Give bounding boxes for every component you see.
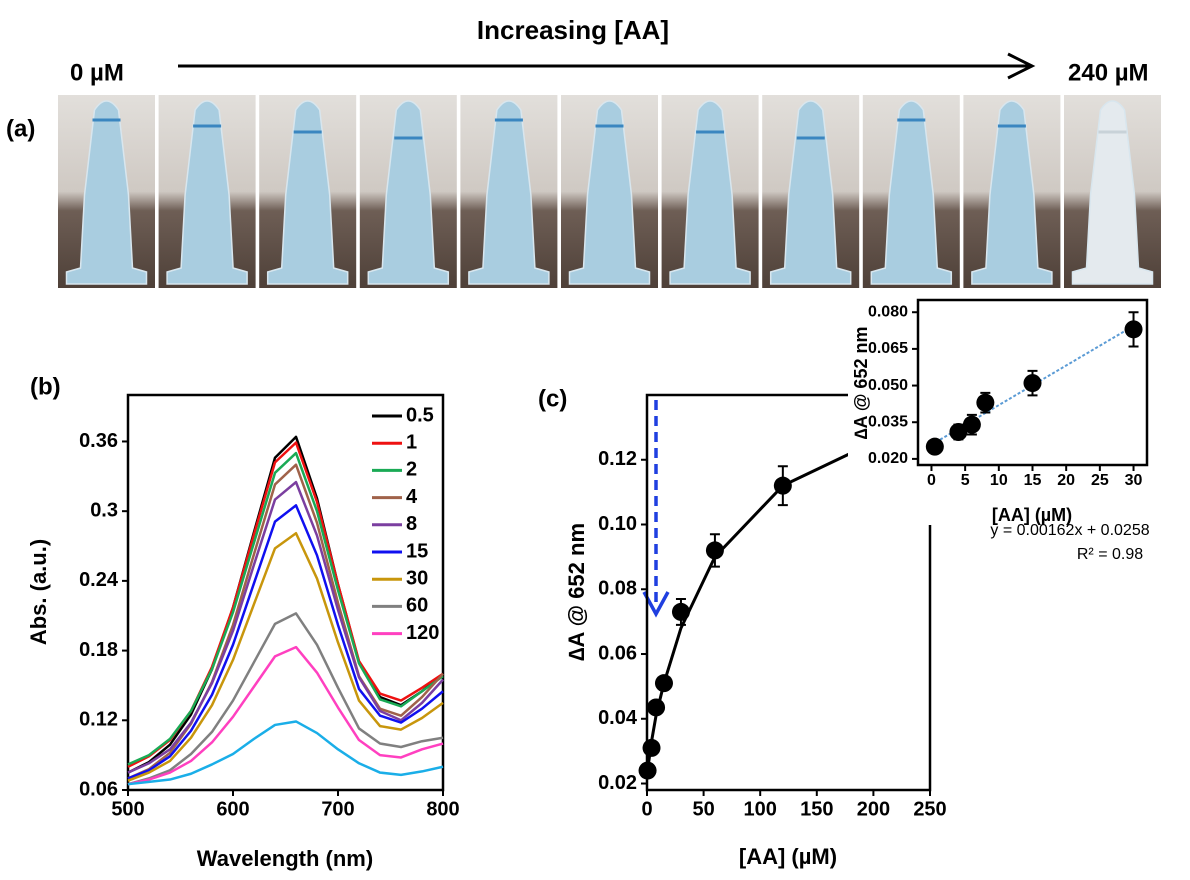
tube <box>367 100 450 285</box>
legend-label: 15 <box>406 540 428 562</box>
tube <box>1071 100 1154 285</box>
chart: 500 600 700 800 0.06 0.12 0.18 0.24 0.3 0.36 Wavel… <box>26 373 460 870</box>
legend-label: 60 <box>406 595 428 617</box>
legend-label: 8 <box>406 513 417 535</box>
arrow-head <box>1007 52 1036 80</box>
end-label: 240 µM <box>1068 59 1149 86</box>
data-point <box>1124 320 1143 339</box>
x-tick-label: 100 <box>744 798 777 820</box>
legend-label: 4 <box>406 486 418 508</box>
photo-strip <box>58 95 1161 288</box>
tube <box>568 100 651 285</box>
x-tick-label: 800 <box>426 798 459 820</box>
y-tick-label: 0.050 <box>868 377 908 394</box>
x-tick-label: 200 <box>857 798 890 820</box>
legend-label: 0.5 <box>406 404 434 426</box>
y-tick-label: 0.18 <box>79 639 118 661</box>
tube <box>166 100 248 285</box>
tube <box>266 100 349 285</box>
x-tick-label: 0 <box>927 472 936 489</box>
y-tick-label: 0.24 <box>79 569 119 591</box>
data-line <box>127 645 444 786</box>
legend-label: 2 <box>406 459 417 481</box>
tube <box>971 100 1053 285</box>
x-axis-label: [AA] (µM) <box>992 505 1072 525</box>
data-point <box>705 541 724 560</box>
data-line <box>127 451 444 766</box>
y-axis-label: ∆A @ 652 nm <box>564 523 589 661</box>
tube <box>669 100 751 285</box>
y-tick-label: 0.035 <box>868 413 908 430</box>
y-tick-label: 0.080 <box>868 303 908 320</box>
inset-background <box>848 290 1157 525</box>
y-tick-label: 0.3 <box>90 499 118 521</box>
x-tick-label: 15 <box>1024 472 1042 489</box>
y-tick-label: 0.08 <box>598 578 637 600</box>
x-tick-label: 50 <box>692 798 714 820</box>
x-tick-label: 250 <box>913 798 946 820</box>
annotation: y = 0.00162x + 0.0258 <box>990 522 1149 539</box>
data-line <box>127 504 444 780</box>
x-tick-label: 600 <box>216 798 249 820</box>
y-tick-label: 0.10 <box>598 513 637 535</box>
x-tick-label: 30 <box>1125 472 1143 489</box>
panel-label: (c) <box>538 385 567 412</box>
data-line <box>127 532 444 782</box>
x-axis-label: [AA] (µM) <box>739 844 837 869</box>
legend-label: 1 <box>406 431 417 453</box>
chart: 0 50 100 150 200 250 0.02 0.04 0.06 0.08 0.10 0.12 [… <box>538 385 947 868</box>
y-tick-label: 0.06 <box>598 642 637 664</box>
data-line <box>127 463 444 780</box>
panel-label: (b) <box>30 373 61 400</box>
x-tick-label: 10 <box>990 472 1008 489</box>
tube <box>870 100 953 285</box>
legend-label: 30 <box>406 567 428 589</box>
y-tick-label: 0.02 <box>598 772 637 794</box>
data-line <box>127 435 444 774</box>
data-point <box>962 415 981 434</box>
data-line <box>646 425 920 771</box>
data-line <box>127 720 444 786</box>
arrow-label: Increasing [AA] <box>477 15 669 45</box>
x-axis-label: Wavelength (nm) <box>197 846 373 871</box>
tube <box>468 100 550 285</box>
y-tick-label: 0.36 <box>79 430 118 452</box>
y-axis-label: ∆A @ 652 nm <box>851 327 871 440</box>
x-tick-label: 150 <box>800 798 833 820</box>
y-tick-label: 0.12 <box>79 709 118 731</box>
data-line <box>127 612 444 786</box>
y-tick-label: 0.065 <box>868 340 908 357</box>
data-point <box>976 393 995 412</box>
y-tick-label: 0.020 <box>868 450 908 467</box>
x-tick-label: 0 <box>641 798 652 820</box>
y-tick-label: 0.04 <box>598 707 638 729</box>
x-tick-label: 20 <box>1057 472 1075 489</box>
data-point <box>925 437 944 456</box>
legend-label: 120 <box>406 622 439 644</box>
data-line <box>127 480 444 774</box>
tube <box>65 100 148 285</box>
x-tick-label: 25 <box>1091 472 1109 489</box>
plot-frame <box>126 393 445 792</box>
chart: 0 5 10 15 20 25 30 0.020 0.035 0.050 0.065 0.080 [AA… <box>848 290 1157 563</box>
start-label: 0 µM <box>70 59 124 86</box>
annotation: R² = 0.98 <box>1077 546 1143 563</box>
tube <box>769 100 852 285</box>
data-point <box>1023 374 1042 393</box>
panel-label: (a) <box>6 115 35 142</box>
x-tick-label: 700 <box>321 798 354 820</box>
y-axis-label: Abs. (a.u.) <box>26 539 51 645</box>
x-tick-label: 500 <box>111 798 144 820</box>
y-tick-label: 0.06 <box>79 778 118 800</box>
plot-frame <box>645 393 932 792</box>
y-tick-label: 0.12 <box>598 448 637 470</box>
x-tick-label: 5 <box>961 472 970 489</box>
data-point <box>949 423 968 441</box>
